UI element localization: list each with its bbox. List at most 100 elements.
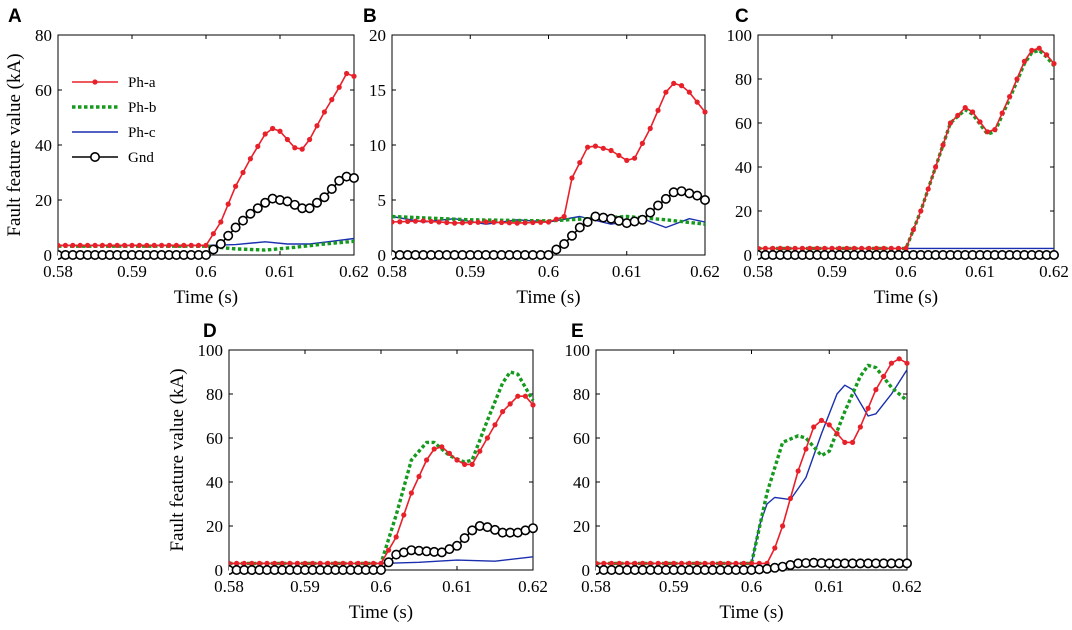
data-point — [811, 424, 817, 430]
data-point — [699, 195, 710, 206]
data-point — [332, 560, 338, 567]
data-point — [896, 356, 902, 362]
x-axis-label: Time (s) — [174, 287, 238, 308]
x-tick-label: 0.6 — [370, 577, 391, 596]
x-tick-label: 0.61 — [965, 262, 995, 281]
data-point — [873, 387, 879, 393]
data-point — [444, 219, 450, 226]
data-point — [574, 222, 585, 233]
x-tick-label: 0.6 — [895, 262, 916, 281]
y-tick-label: 15 — [369, 81, 386, 100]
data-point — [514, 220, 520, 226]
data-point — [653, 200, 664, 211]
data-point — [702, 109, 708, 115]
x-tick-label: 0.59 — [817, 262, 847, 281]
data-point — [166, 242, 172, 248]
data-point — [668, 187, 679, 198]
data-point — [984, 129, 991, 135]
data-point — [616, 560, 622, 567]
series-ph-b — [58, 239, 355, 252]
data-point — [530, 402, 536, 408]
x-tick-label: 0.6 — [741, 577, 762, 596]
data-point — [240, 169, 246, 176]
series-line — [229, 370, 535, 566]
data-point — [420, 218, 426, 224]
data-point — [467, 219, 473, 226]
panel-label: A — [8, 6, 22, 27]
y-tick-label: 40 — [735, 158, 752, 177]
data-point — [245, 208, 256, 219]
panel-C: C 0.58 0.59 0.6 0.61 0.62 0 20 40 60 80 100 Time (s) — [727, 6, 1069, 308]
data-point — [543, 250, 554, 261]
data-point — [256, 560, 262, 567]
data-point — [849, 439, 856, 445]
y-tick-label: 10 — [369, 136, 386, 155]
data-point — [530, 219, 536, 226]
data-point — [733, 560, 739, 567]
x-tick-label: 0.59 — [290, 577, 320, 596]
data-point — [129, 242, 135, 248]
data-point — [225, 201, 231, 207]
data-point — [888, 245, 894, 251]
data-point — [287, 560, 293, 567]
data-point — [829, 245, 835, 251]
data-point — [1014, 76, 1020, 82]
legend-label: Gnd — [128, 150, 154, 166]
data-point — [1049, 250, 1060, 261]
axes-frame — [228, 349, 534, 571]
data-point — [348, 173, 359, 184]
series-gnd — [596, 557, 912, 575]
data-point — [462, 461, 468, 467]
data-point — [640, 560, 646, 567]
series-ph-b — [758, 48, 1056, 251]
data-point — [918, 208, 924, 214]
data-point — [336, 84, 342, 90]
y-tick-label: 100 — [198, 341, 224, 360]
y-axis-label: Fault feature value (kA) — [4, 53, 25, 236]
data-point — [865, 405, 871, 411]
data-point — [795, 468, 801, 474]
y-axis-label: Fault feature value (kA) — [167, 368, 188, 551]
series-line — [758, 47, 1055, 250]
x-tick-label: 0.58 — [377, 262, 407, 281]
x-axis-label: Time (s) — [874, 287, 938, 308]
data-point — [807, 245, 813, 251]
data-point — [264, 560, 270, 567]
data-point — [85, 242, 91, 248]
data-point — [639, 140, 646, 146]
data-point — [386, 547, 392, 553]
data-point — [92, 242, 98, 248]
data-point — [431, 446, 437, 452]
data-point — [925, 186, 931, 192]
data-point — [401, 512, 407, 518]
data-point — [857, 424, 863, 430]
data-point — [608, 147, 614, 154]
data-point — [304, 203, 315, 214]
series-ph-c — [596, 369, 908, 565]
data-point — [229, 560, 232, 566]
data-point — [686, 560, 692, 567]
data-point — [559, 239, 570, 250]
data-point — [188, 242, 194, 248]
data-point — [230, 222, 241, 233]
x-tick-label: 0.61 — [265, 262, 295, 281]
data-point — [436, 219, 442, 225]
data-point — [1021, 58, 1027, 64]
data-point — [451, 540, 462, 551]
data-point — [522, 393, 529, 399]
data-point — [624, 560, 630, 567]
x-tick-label: 0.58 — [214, 577, 244, 596]
data-point — [241, 560, 247, 567]
x-tick-label: 0.6 — [538, 262, 559, 281]
data-point — [355, 560, 361, 567]
data-point — [748, 560, 755, 567]
data-point — [538, 219, 544, 225]
data-point — [272, 560, 278, 567]
y-tick-label: 60 — [35, 81, 52, 100]
data-point — [247, 156, 253, 162]
axes-frame — [757, 34, 1055, 256]
data-point — [566, 230, 577, 241]
x-tick-label: 0.61 — [612, 262, 642, 281]
data-point — [317, 560, 323, 567]
